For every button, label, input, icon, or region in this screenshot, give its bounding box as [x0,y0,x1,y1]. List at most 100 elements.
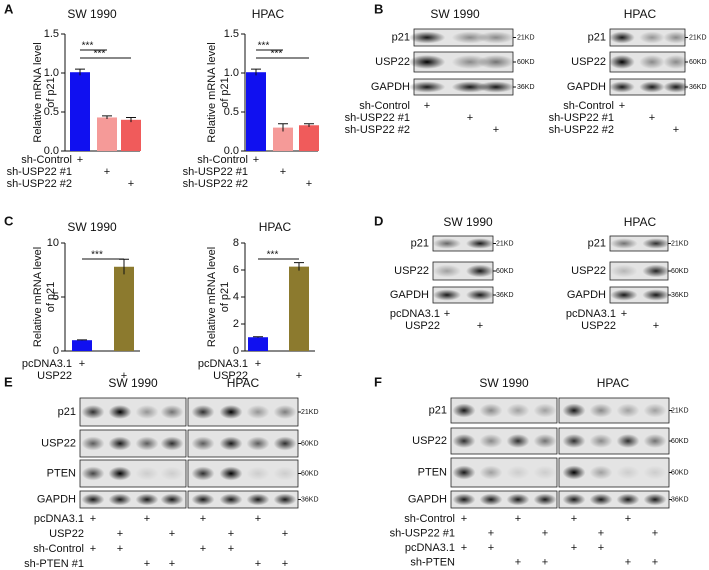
blot-band [408,31,446,44]
bar [121,119,141,151]
condition-label: sh-USP22 #2 [549,124,614,136]
y-tick-label: 1.0 [44,67,59,79]
size-label: 60KD [301,470,319,477]
condition-sign: + [228,528,234,540]
significance-label: *** [91,250,103,261]
size-label: 21KD [517,34,535,41]
protein-label: USP22 [412,435,447,447]
condition-sign: + [169,558,175,570]
protein-label: USP22 [375,56,410,68]
y-tick-label: 0.0 [44,145,59,157]
blot-band [642,238,670,249]
blot-band [506,465,530,480]
blot-band [533,493,557,506]
blot-band [81,405,105,419]
size-label: 60KD [517,59,535,66]
bar [70,72,90,151]
blot-band [160,436,184,451]
y-axis-label: of p21 [45,282,57,313]
blot-title: HPAC [597,376,630,390]
protein-label: GAPDH [408,493,447,505]
condition-sign: + [117,528,123,540]
blot-band [643,465,667,480]
condition-sign: + [77,154,83,166]
size-label: 21KD [689,34,707,41]
condition-sign: + [652,556,658,568]
condition-label: sh-USP22 #2 [183,178,248,190]
significance-label: *** [82,41,94,52]
blot-strip [450,490,558,509]
condition-sign: + [144,513,150,525]
condition-sign: + [652,527,658,539]
condition-sign: + [461,542,467,554]
chart-title: SW 1990 [67,220,117,234]
condition-sign: + [255,558,261,570]
condition-sign: + [280,166,286,178]
size-label: 36KD [671,496,689,503]
blot-band [219,405,243,419]
condition-sign: + [493,124,499,136]
blot-band [639,31,665,44]
blot-band [135,436,159,451]
blot-band [81,493,105,506]
protein-label: PTEN [418,466,447,478]
condition-sign: + [282,528,288,540]
bar [248,337,268,351]
bar [72,340,92,351]
panel-letter: C [4,213,14,228]
blot-title: SW 1990 [443,215,493,229]
condition-sign: + [625,556,631,568]
blot-band [452,434,476,448]
condition-sign: + [90,543,96,555]
condition-label: USP22 [405,320,440,332]
blot-band [610,238,638,249]
protein-label: USP22 [571,265,606,277]
size-label: 60KD [671,469,689,476]
condition-sign: + [424,100,430,112]
y-tick-label: 1.5 [224,28,239,40]
bar [97,117,117,151]
condition-sign: + [79,358,85,370]
blot-band [506,493,530,506]
condition-label: sh-Control [404,513,455,525]
condition-sign: + [90,513,96,525]
blot-band [432,289,462,301]
protein-label: GAPDH [37,493,76,505]
blot-band [609,81,635,93]
significance-label: *** [271,49,283,60]
blot-band [246,493,270,506]
y-tick-label: 0.5 [44,106,59,118]
y-axis-label: of p21 [219,77,231,108]
blot-band [135,405,159,419]
condition-sign: + [200,513,206,525]
blot-band [408,81,446,93]
blot-title: HPAC [624,7,657,21]
protein-label: USP22 [41,437,76,449]
panel-letter: D [374,213,383,228]
condition-label: pcDNA3.1 [198,358,248,370]
blot-band [639,81,665,93]
blot-band [219,466,243,481]
blot-band [479,465,503,480]
y-tick-label: 0.0 [224,145,239,157]
significance-label: *** [258,41,270,52]
condition-label: sh-USP22 #1 [549,112,614,124]
condition-sign: + [621,308,627,320]
blot-band [273,493,297,506]
bar [299,125,319,151]
condition-label: pcDNA3.1 [405,542,455,554]
blot-band [663,31,689,44]
error-bar [278,123,288,132]
blot-band [562,403,586,418]
error-bar [126,116,136,123]
blot-band [246,405,270,419]
blot-band [160,493,184,506]
blot-band [219,493,243,506]
blot-band [479,403,503,418]
panel-letter: A [4,1,14,16]
size-label: 36KD [496,292,514,299]
condition-sign: + [542,556,548,568]
blot-band [108,466,132,481]
condition-label: sh-USP22 #1 [7,166,72,178]
condition-label: pcDNA3.1 [34,513,84,525]
